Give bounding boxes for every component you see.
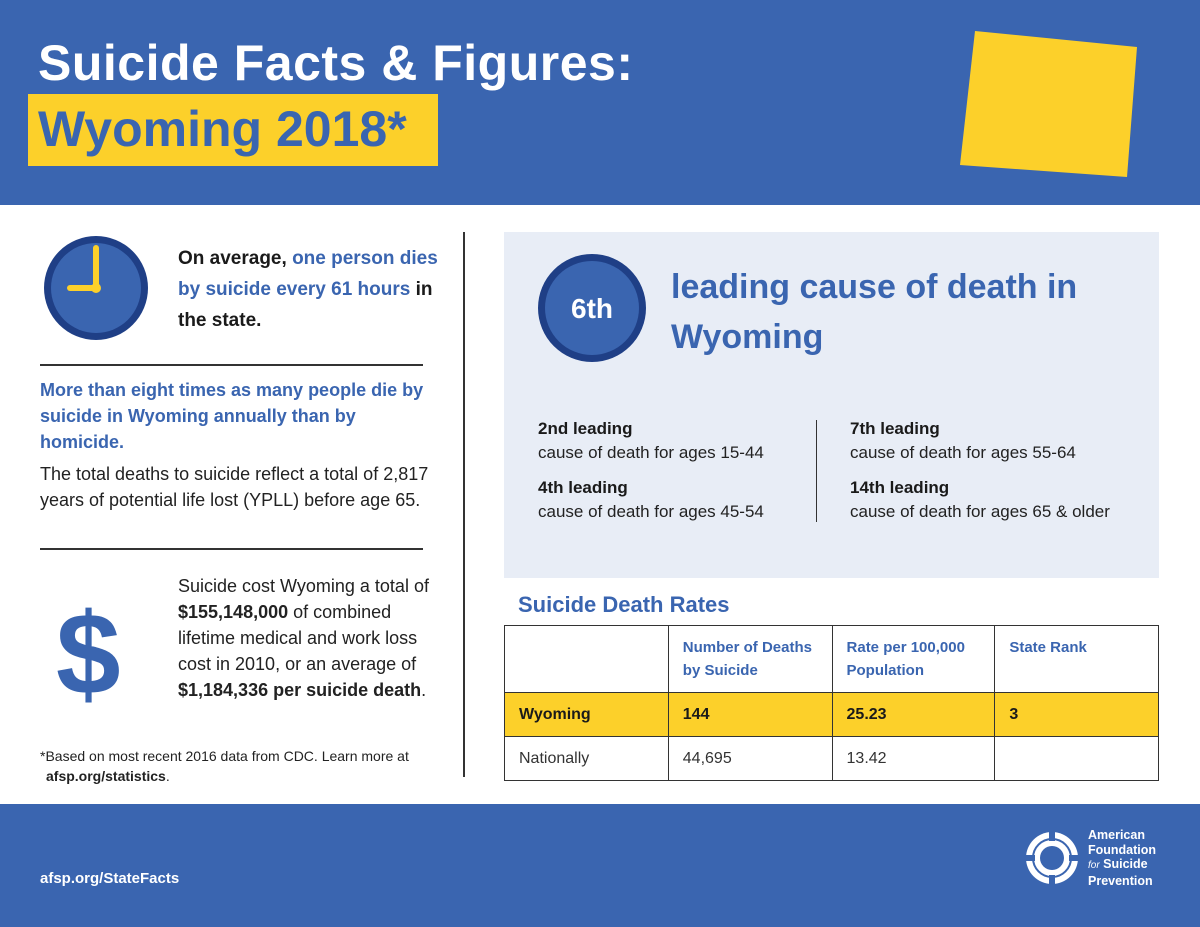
organization-name: American Foundation for Suicide Preventi… (1088, 828, 1157, 888)
divider (40, 548, 423, 550)
rates-title: Suicide Death Rates (518, 592, 730, 617)
stat-item: 4th leading cause of death for ages 45-5… (538, 478, 764, 521)
table-cell: 144 (667, 692, 833, 737)
stat-item: 2nd leading cause of death for ages 15-4… (538, 419, 764, 462)
table-cell: 25.23 (831, 692, 996, 737)
table-header-cell: Number of Deaths by Suicide (667, 625, 833, 693)
stat-item: 7th leading cause of death for ages 55-6… (850, 419, 1076, 462)
wyoming-state-icon (960, 31, 1137, 177)
column-divider (463, 232, 465, 777)
table-cell: 44,695 (667, 736, 833, 781)
ypll-text: The total deaths to suicide reflect a to… (40, 464, 429, 510)
table-cell (994, 736, 1159, 781)
cost-text: Suicide cost Wyoming a total of $155,148… (178, 576, 429, 700)
rates-table: Number of Deaths by Suicide Rate per 100… (504, 625, 1159, 781)
table-row: Wyoming 144 25.23 3 (504, 692, 1159, 737)
page-subtitle: Wyoming 2018* (38, 101, 407, 157)
stat-divider (816, 420, 817, 522)
page-title: Suicide Facts & Figures: (38, 35, 634, 91)
table-header-row: Number of Deaths by Suicide Rate per 100… (504, 625, 1159, 693)
rank-badge: 6th (538, 254, 646, 362)
table-row: Nationally 44,695 13.42 (504, 736, 1159, 781)
table-cell: Wyoming (504, 692, 669, 737)
statistics-link[interactable]: afsp.org/statistics (46, 768, 166, 784)
table-header-cell: Rate per 100,000 Population (831, 625, 996, 693)
table-cell: Nationally (504, 736, 669, 781)
homicide-comparison: More than eight times as many people die… (40, 380, 424, 452)
table-header-cell (504, 625, 669, 693)
title-highlight-box (28, 94, 438, 166)
table-cell: 3 (994, 692, 1159, 737)
stat-item: 14th leading cause of death for ages 65 … (850, 478, 1110, 521)
divider (40, 364, 423, 366)
footnote: *Based on most recent 2016 data from CDC… (40, 748, 409, 784)
average-death-frequency: On average, one person dies by suicide e… (178, 248, 438, 331)
dollar-icon: $ (56, 589, 121, 719)
footer-banner (0, 804, 1200, 927)
lifebuoy-logo-icon (1025, 831, 1079, 885)
clock-icon (44, 236, 148, 340)
table-cell: 13.42 (831, 736, 996, 781)
rank-badge-label: 6th (571, 293, 613, 324)
state-facts-link[interactable]: afsp.org/StateFacts (40, 870, 180, 887)
leading-cause-title: leading cause of death in Wyoming (671, 268, 1078, 356)
table-header-cell: State Rank (994, 625, 1159, 693)
